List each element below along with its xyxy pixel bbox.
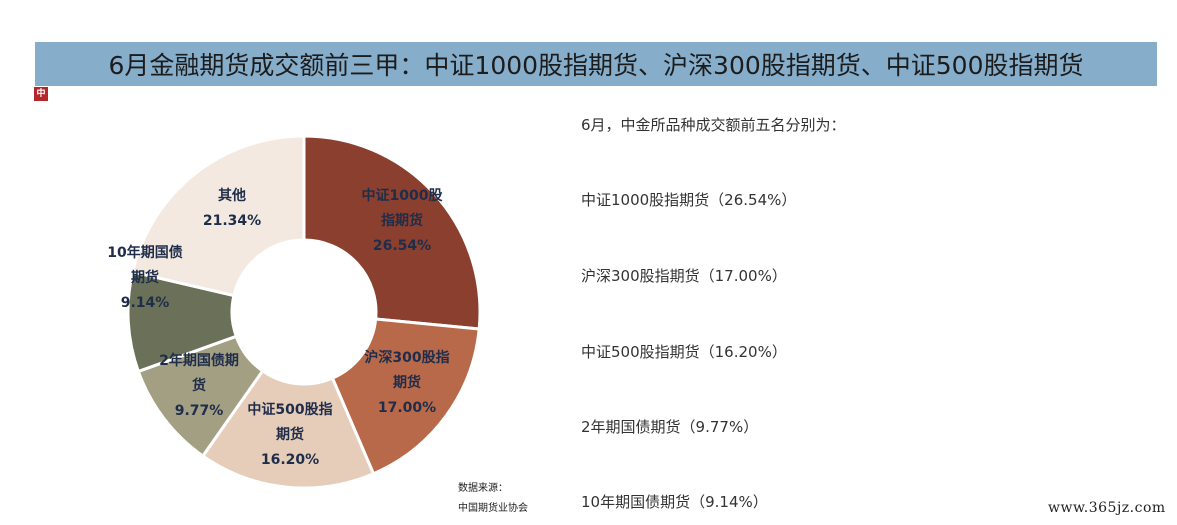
pie-slice [130,134,306,298]
ranking-item: 2年期国债期货（9.77%） [581,418,759,436]
pie-slice [302,134,482,331]
slice-label: 中证1000股指期货 26.54% [362,187,444,254]
title-bar: 6月金融期货成交额前三甲：中证1000股指期货、沪深300股指期货、中证500股… [35,42,1157,86]
slice-label: 10年期国债期货 9.14% [107,244,182,311]
source-label: 数据来源： [458,483,508,494]
page-title: 6月金融期货成交额前三甲：中证1000股指期货、沪深300股指期货、中证500股… [108,51,1084,80]
ranking-item: 中证1000股指期货（26.54%） [581,191,797,209]
pie-slice [330,317,481,476]
slice-label: 其他 21.34% [203,187,261,229]
donut-chart: 中证1000股指期货 26.54% 沪深300股指期货 17.00% 中证500股指期货… [107,134,482,490]
slice-label: 沪深300股指期货 17.00% [364,349,449,416]
slice-label: 2年期国债期货 9.77% [159,352,239,419]
ranking-item: 中证500股指期货（16.20%） [581,343,787,361]
pie-slice [200,368,376,490]
ranking-item: 10年期国债期货（9.14%） [581,493,768,511]
data-source: 数据来源： 中国期货业协会 [458,479,528,519]
watermark: www.365jz.com [1048,500,1166,516]
ranking-item: 沪深300股指期货（17.00%） [581,267,787,285]
slice-label: 中证500股指期货 16.20% [247,401,332,468]
logo-icon: 中 [34,87,48,101]
ranking-intro: 6月，中金所品种成交额前五名分别为： [581,116,846,134]
source-value: 中国期货业协会 [458,503,528,514]
